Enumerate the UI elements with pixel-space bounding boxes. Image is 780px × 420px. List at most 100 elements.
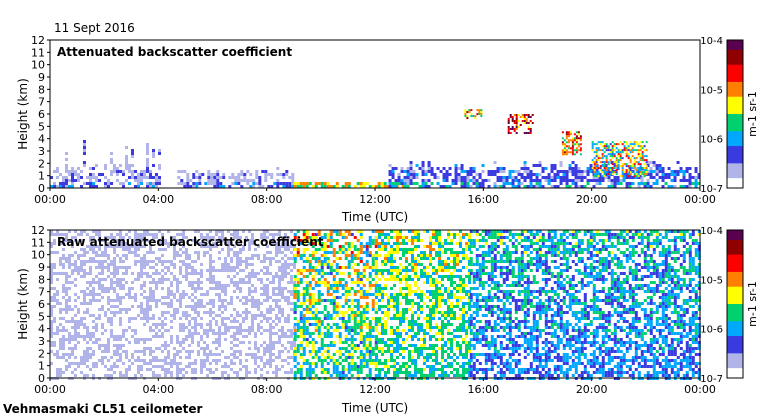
cell	[50, 311, 53, 314]
cell	[224, 269, 227, 272]
cell	[80, 233, 83, 236]
cell	[284, 275, 287, 278]
cell	[475, 185, 479, 188]
cell	[365, 290, 369, 293]
cell	[110, 320, 113, 323]
cell	[224, 362, 227, 365]
cell	[206, 314, 209, 317]
cell	[89, 248, 92, 251]
cell	[415, 182, 419, 185]
cell	[266, 317, 269, 320]
cell	[502, 179, 506, 182]
cell	[260, 365, 263, 368]
cell	[119, 335, 122, 338]
cell	[188, 296, 191, 299]
cell	[161, 248, 164, 251]
cell	[107, 242, 110, 245]
cell	[125, 338, 128, 341]
cell	[611, 167, 614, 170]
cell	[134, 299, 137, 302]
cell	[688, 179, 692, 182]
cell	[368, 374, 372, 377]
colorbar-segment	[727, 183, 743, 187]
cell	[125, 182, 128, 185]
cell	[655, 164, 659, 167]
cell	[263, 230, 266, 233]
cell	[284, 314, 287, 317]
cell	[359, 317, 363, 320]
cell	[275, 368, 278, 371]
cell	[74, 230, 77, 233]
cell	[167, 242, 170, 245]
cell	[284, 254, 287, 257]
cell	[185, 278, 188, 281]
cell	[122, 179, 125, 182]
cell	[476, 109, 479, 112]
cell	[173, 353, 176, 356]
cell	[281, 242, 284, 245]
cell	[215, 359, 218, 362]
cell	[601, 161, 604, 164]
cell	[284, 293, 287, 296]
cell	[95, 296, 98, 299]
cell	[311, 257, 315, 260]
cell	[74, 293, 77, 296]
cell	[673, 176, 677, 179]
cell	[643, 145, 646, 148]
cell	[384, 374, 387, 377]
cell	[182, 260, 185, 263]
cell	[149, 251, 152, 254]
cell	[347, 371, 351, 374]
cell	[134, 275, 137, 278]
cell	[206, 347, 209, 350]
cell	[236, 356, 239, 359]
cell	[341, 323, 345, 326]
cell	[224, 299, 227, 302]
cell	[621, 171, 624, 174]
cell	[98, 248, 101, 251]
cell	[601, 176, 605, 179]
cell	[53, 332, 56, 335]
colorbar-segment	[727, 89, 743, 93]
cell	[406, 182, 410, 185]
cell	[257, 248, 260, 251]
cell	[261, 185, 265, 188]
cell	[368, 350, 372, 353]
cell	[565, 185, 569, 188]
cell	[577, 185, 581, 188]
cell	[53, 170, 56, 173]
cell	[245, 365, 248, 368]
cell	[574, 182, 578, 185]
cell	[478, 109, 481, 112]
y-tick-label: 11	[31, 46, 45, 59]
cell	[116, 179, 119, 182]
cell	[188, 266, 191, 269]
cell	[454, 182, 458, 185]
cell	[472, 179, 476, 182]
cell	[344, 335, 348, 338]
cell	[293, 359, 297, 362]
cell	[254, 335, 257, 338]
cell	[113, 254, 116, 257]
cell	[487, 173, 491, 176]
cell	[62, 170, 65, 173]
cell	[86, 338, 89, 341]
cell	[125, 245, 128, 248]
cell	[194, 311, 197, 314]
cell	[89, 338, 92, 341]
cell	[182, 263, 185, 266]
colorbar-tick-label: 10-7	[700, 184, 723, 195]
cell	[365, 335, 369, 338]
cell	[164, 269, 167, 272]
cell	[245, 236, 248, 239]
cell	[538, 185, 542, 188]
cell	[384, 371, 387, 374]
cell	[116, 344, 119, 347]
cell	[287, 335, 290, 338]
cell	[299, 374, 303, 377]
cell	[50, 269, 53, 272]
cell	[212, 368, 215, 371]
cell	[212, 299, 215, 302]
cell	[122, 266, 125, 269]
